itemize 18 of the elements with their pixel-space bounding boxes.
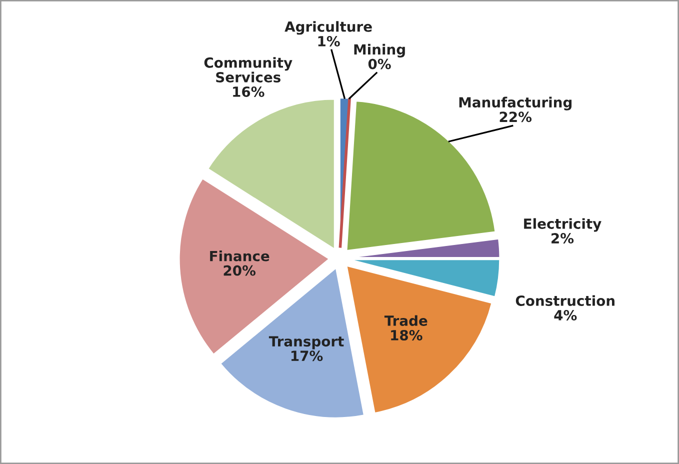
slice-label: Manufacturing [459,96,572,110]
text: 0% [368,58,391,70]
slice-label: Agriculture [284,21,372,35]
data-label: 16% [233,86,264,97]
data-label: 2% [552,233,574,244]
data-label: 18% [391,330,422,340]
slice-label: Transport [268,336,344,350]
slice-label: Electricity [524,218,602,232]
data-label: 22% [500,112,532,122]
slice-label: Community Services [204,57,292,82]
slice-label: Trade [384,315,428,326]
slice-label: Finance [210,250,270,262]
data-label: 17% [291,350,323,362]
data-label: 4% [554,310,577,320]
data-label: 20% [224,265,256,276]
category-label: Mining [354,44,405,58]
data-label: 1% [318,36,340,46]
slice-label: Construction [516,295,614,306]
